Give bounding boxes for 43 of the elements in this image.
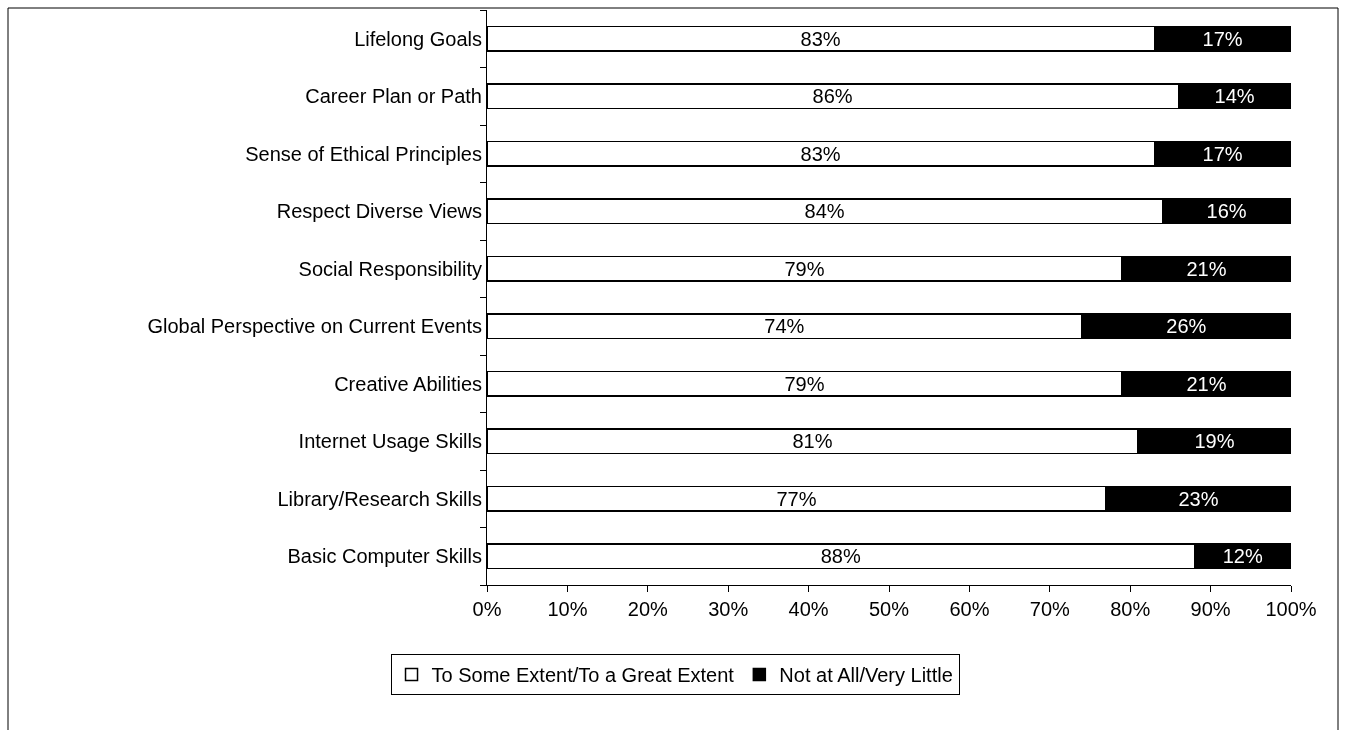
x-tick-label: 10% [547, 598, 588, 620]
y-tick-label: Library/Research Skills [277, 487, 482, 510]
data-label: 19% [1194, 430, 1235, 453]
data-label: 79% [784, 372, 825, 395]
x-tick-label: 30% [708, 598, 749, 620]
data-label: 88% [820, 545, 861, 568]
x-tick-label: 70% [1029, 598, 1071, 620]
y-tick-label: Creative Abilities [334, 372, 482, 395]
x-tick-label: 50% [868, 598, 910, 620]
y-tick-label: Respect Diverse Views [276, 200, 482, 223]
y-tick-label: Lifelong Goals [354, 27, 482, 50]
y-tick-label: Internet Usage Skills [298, 430, 482, 453]
data-label: 21% [1186, 257, 1227, 280]
data-label: 16% [1206, 200, 1247, 223]
data-label: 77% [776, 487, 817, 510]
data-label: 17% [1202, 142, 1243, 165]
data-label: 26% [1166, 315, 1207, 338]
data-label: 86% [812, 85, 853, 108]
data-label: 81% [792, 430, 833, 453]
x-tick-label: 90% [1190, 598, 1231, 620]
y-tick-label: Career Plan or Path [305, 85, 482, 108]
data-label: 12% [1222, 545, 1263, 568]
data-label: 79% [784, 257, 825, 280]
x-tick-label: 40% [788, 598, 829, 620]
x-tick-label: 20% [627, 598, 669, 620]
legend-label: To Some Extent/To a Great Extent [431, 664, 735, 687]
y-tick-label: Sense of Ethical Principles [245, 142, 482, 165]
data-label: 74% [764, 315, 805, 338]
data-label: 21% [1186, 372, 1227, 395]
data-label: 14% [1214, 85, 1255, 108]
data-label: 83% [800, 27, 841, 50]
data-label: 84% [804, 200, 845, 223]
x-tick-label: 60% [949, 598, 990, 620]
data-label: 83% [800, 142, 841, 165]
y-tick-label: Basic Computer Skills [287, 545, 482, 568]
y-tick-label: Social Responsibility [298, 257, 482, 280]
data-label: 17% [1202, 27, 1243, 50]
legend-label: Not at All/Very Little [779, 664, 953, 687]
y-tick-label: Global Perspective on Current Events [147, 315, 482, 338]
x-tick-label: 80% [1110, 598, 1151, 620]
data-label: 23% [1178, 487, 1219, 510]
x-tick-label: 0% [472, 598, 502, 620]
x-tick-label: 100% [1265, 598, 1317, 620]
